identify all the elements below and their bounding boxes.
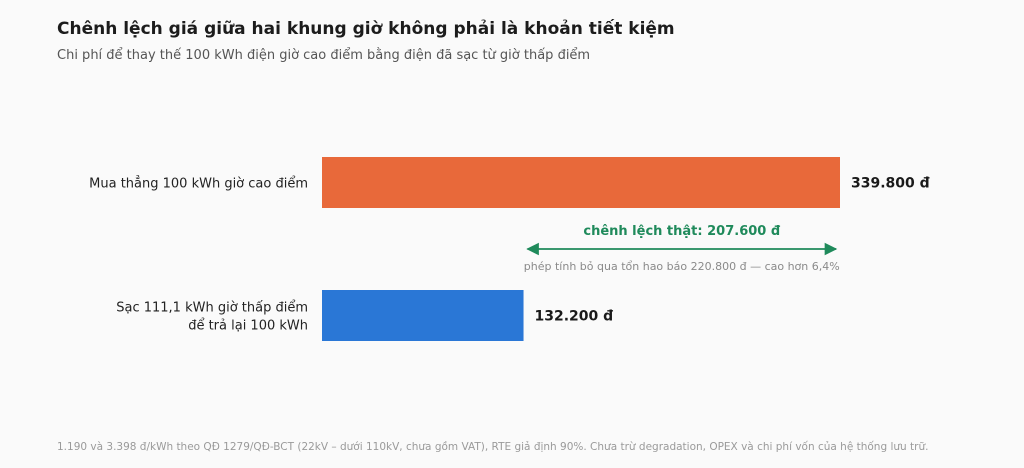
- difference-note: phép tính bỏ qua tổn hao báo 220.800 đ —…: [524, 260, 840, 273]
- bar-1: [322, 290, 524, 341]
- bar-value-label-0: 339.800 đ: [851, 176, 930, 192]
- bar-value-label-1: 132.200 đ: [535, 309, 614, 325]
- category-label-1: Sạc 111,1 kWh giờ thấp điểm để trả lại 10…: [116, 301, 308, 334]
- bar-0: [322, 157, 840, 208]
- difference-label: chênh lệch thật: 207.600 đ: [583, 224, 780, 239]
- category-label-0: Mua thẳng 100 kWh giờ cao điểm: [89, 176, 308, 192]
- footnote: 1.190 và 3.398 đ/kWh theo QĐ 1279/QĐ-BCT…: [57, 441, 929, 453]
- chart-subtitle: Chi phí để thay thế 100 kWh điện giờ cao…: [57, 48, 591, 63]
- chart-title: Chênh lệch giá giữa hai khung giờ không …: [57, 19, 675, 39]
